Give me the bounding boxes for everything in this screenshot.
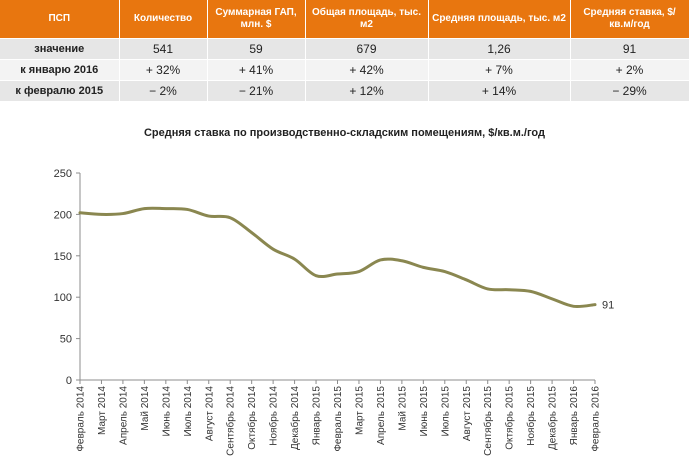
tick-labels: 0 50 100 150 200 250 Февраль 2014 Март 2014 Апре… [54, 168, 602, 456]
x-tick-label: Март 2014 [97, 386, 108, 435]
table-cell: + 32% [119, 59, 208, 81]
x-tick-label: Октябрь 2015 [504, 386, 516, 450]
y-tick-label: 0 [66, 375, 72, 387]
data-point [400, 259, 404, 262]
data-point [78, 211, 82, 214]
data-point [550, 297, 554, 301]
table-cell: + 42% [305, 59, 429, 81]
data-point [422, 266, 425, 269]
header-total-area: Общая площадь, тыс. м2 [305, 0, 429, 39]
x-tick-label: Апрель 2015 [376, 386, 387, 445]
data-point [529, 290, 532, 293]
row-label: к январю 2016 [0, 59, 120, 81]
y-tick-label: 250 [54, 168, 72, 180]
data-point [100, 213, 103, 216]
y-tick-label: 50 [60, 334, 72, 346]
x-tick-label: Ноябрь 2014 [268, 386, 280, 446]
x-tick-label: Февраль 2016 [591, 386, 602, 452]
table-cell: 91 [570, 38, 689, 60]
x-tick-label: Январь 2015 [312, 386, 323, 446]
x-tick-label: Октябрь 2014 [246, 386, 258, 450]
data-point [186, 208, 189, 211]
x-tick-label: Февраль 2014 [76, 386, 87, 452]
x-tick-label: Май 2014 [140, 386, 151, 431]
end-value-label: 91 [602, 300, 614, 312]
x-tick-label: Май 2015 [397, 386, 408, 431]
data-point [486, 287, 489, 291]
summary-table: ПСП Количество Суммарная ГАП, млн. $ Общ… [0, 0, 689, 102]
table-cell: − 2% [119, 80, 208, 102]
table-cell: − 29% [570, 80, 689, 102]
data-point [229, 216, 232, 219]
x-tick-label: Сентябрь 2015 [482, 386, 494, 456]
x-tick-label: Декабрь 2015 [547, 386, 559, 450]
table-header-row: ПСП Количество Суммарная ГАП, млн. $ Общ… [0, 0, 689, 39]
header-count: Количество [119, 0, 208, 39]
y-tick-label: 150 [54, 251, 72, 263]
data-point [443, 270, 446, 273]
table-cell: + 14% [428, 80, 571, 102]
table-row-vs-february-2015: к февралю 2015 − 2% − 21% + 12% + 14% − … [0, 80, 689, 102]
table-row-value: значение 541 59 679 1,26 91 [0, 38, 689, 60]
x-tick-label: Июль 2015 [440, 386, 451, 437]
x-tick-label: Июль 2014 [183, 386, 194, 437]
x-tick-label: Март 2015 [354, 386, 365, 435]
header-average-area: Средняя площадь, тыс. м2 [428, 0, 571, 39]
x-tick-label: Ноябрь 2015 [525, 386, 537, 446]
data-point [572, 305, 575, 308]
y-tick-label: 200 [54, 209, 72, 221]
chart-title: Средняя ставка по производственно-складс… [143, 127, 545, 139]
x-tick-label: Апрель 2014 [118, 386, 129, 445]
data-point [250, 231, 253, 234]
data-point [143, 207, 146, 210]
table-cell: 679 [305, 38, 429, 60]
header-total-gla: Суммарная ГАП, млн. $ [207, 0, 306, 39]
data-point [465, 278, 468, 282]
y-tick-label: 100 [54, 292, 72, 304]
data-point [164, 207, 168, 210]
data-point [293, 257, 296, 261]
row-label: значение [0, 38, 120, 60]
data-point [336, 272, 339, 276]
table-cell: + 12% [305, 80, 429, 102]
table-cell: + 41% [207, 59, 306, 81]
axes [76, 172, 596, 384]
data-point [507, 288, 511, 291]
data-point [357, 270, 361, 273]
x-tick-label: Август 2015 [462, 386, 473, 442]
table-row-vs-january-2016: к январю 2016 + 32% + 41% + 42% + 7% + 2… [0, 59, 689, 81]
series-rate: 91 [78, 206, 614, 312]
x-tick-label: Июнь 2014 [161, 386, 172, 437]
x-tick-label: Август 2014 [204, 386, 215, 442]
data-point [593, 303, 597, 306]
x-tick-label: Февраль 2015 [333, 386, 344, 452]
row-label: к февралю 2015 [0, 80, 120, 102]
header-psp: ПСП [0, 0, 120, 39]
data-point [314, 274, 318, 277]
x-tick-label: Январь 2016 [569, 386, 580, 446]
x-tick-label: Декабрь 2014 [289, 386, 301, 450]
x-tick-label: Сентябрь 2014 [225, 386, 237, 456]
x-tick-label: Июнь 2015 [419, 386, 430, 437]
table-cell: 59 [207, 38, 306, 60]
table-cell: 1,26 [428, 38, 571, 60]
data-point [121, 212, 125, 215]
table-cell: + 7% [428, 59, 571, 81]
data-point [379, 258, 382, 262]
data-point [207, 214, 210, 218]
data-point [271, 247, 275, 251]
table-cell: 541 [119, 38, 208, 60]
series-line [78, 206, 597, 309]
table-cell: + 2% [570, 59, 689, 81]
table-cell: − 21% [207, 80, 306, 102]
